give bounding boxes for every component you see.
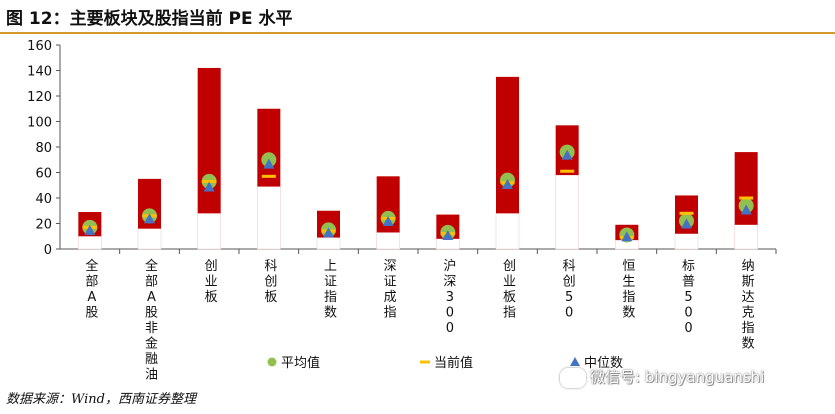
- wechat-logo-icon: [560, 367, 586, 388]
- range-base-bar: [78, 235, 102, 250]
- legend-current-icon: [420, 360, 430, 364]
- y-tick-label: 20: [35, 218, 52, 233]
- x-category-label: 创业板指: [503, 259, 516, 321]
- median-marker: [382, 215, 394, 226]
- range-base-bar: [436, 238, 460, 250]
- median-marker: [263, 158, 275, 169]
- median-marker: [323, 227, 334, 238]
- y-tick-label: 80: [35, 141, 52, 156]
- y-tick-label: 120: [27, 90, 52, 105]
- range-base-bar: [316, 237, 341, 250]
- x-category-label: 全部 A 股非金融油: [145, 258, 158, 383]
- median-marker: [681, 218, 692, 229]
- legend-median-icon: [570, 357, 580, 366]
- legend-mean-icon: [267, 357, 277, 367]
- source-note: 数据来源：Wind，西南证券整理: [6, 392, 196, 407]
- median-marker: [561, 149, 573, 160]
- x-category-label: 恒生指数: [622, 259, 635, 321]
- median-marker: [621, 231, 633, 242]
- wechat-watermark: 微信号: bingyanguanshi: [560, 366, 764, 388]
- x-category-label: 科创板: [264, 259, 277, 305]
- x-category-label: 深证成指: [384, 259, 397, 321]
- median-marker: [84, 224, 96, 235]
- x-category-label: 纳斯达克指数: [742, 259, 755, 352]
- median-marker: [442, 229, 454, 240]
- range-base-bar: [197, 213, 221, 250]
- median-marker: [203, 181, 215, 192]
- chart-title: 图 12：主要板块及股指当前 PE 水平: [6, 9, 293, 29]
- x-category-label: 标普 5 0 0: [682, 259, 695, 336]
- current-marker: [560, 169, 575, 173]
- current-marker: [261, 174, 276, 178]
- current-marker: [679, 211, 694, 215]
- current-marker: [739, 196, 754, 200]
- x-category-label: 全部 A 股: [85, 258, 98, 321]
- pe-range-bar: [257, 108, 281, 187]
- range-base-bar: [257, 186, 281, 250]
- y-tick-label: 140: [27, 65, 52, 80]
- x-category-label: 科创 5 0: [563, 259, 576, 321]
- current-marker: [202, 179, 217, 183]
- legend-label: 当前值: [434, 355, 473, 371]
- legend-label: 中位数: [584, 356, 623, 371]
- y-tick-label: 100: [27, 116, 52, 131]
- pe-range-bar: [496, 76, 519, 214]
- y-tick-label: 160: [27, 39, 52, 54]
- watermark-text: 微信号: bingyanguanshi: [590, 368, 765, 386]
- range-base-bar: [734, 224, 758, 250]
- x-category-label: 沪深 3 0 0: [443, 258, 456, 336]
- x-category-label: 上证指数: [324, 259, 337, 321]
- median-marker: [144, 213, 155, 224]
- median-marker: [502, 178, 513, 189]
- title-divider: [0, 32, 835, 34]
- median-marker: [740, 204, 752, 215]
- range-base-bar: [555, 174, 579, 250]
- x-category-label: 创业板: [205, 259, 218, 305]
- range-base-bar: [376, 232, 400, 250]
- y-tick-label: 40: [35, 192, 52, 207]
- range-base-bar: [495, 213, 520, 250]
- legend-label: 平均值: [281, 355, 320, 371]
- range-base-bar: [674, 233, 699, 250]
- range-base-bar: [137, 228, 162, 250]
- y-tick-label: 0: [44, 243, 52, 258]
- y-tick-label: 60: [35, 167, 52, 182]
